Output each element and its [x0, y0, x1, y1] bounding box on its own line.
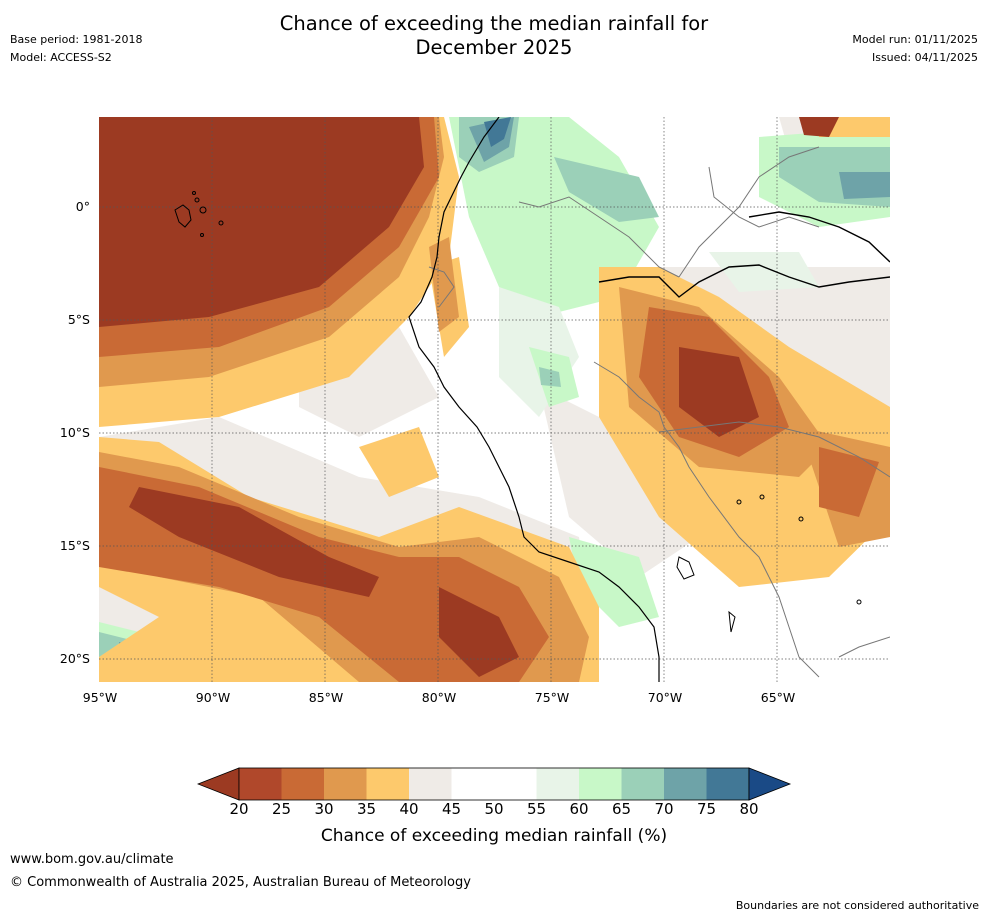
dry-region-very-strong	[99, 117, 839, 677]
colorbar-tick-label: 60	[569, 800, 589, 818]
colorbar-bin	[664, 768, 707, 800]
base-period-text: Base period: 1981-2018	[10, 33, 143, 46]
copyright-text: © Commonwealth of Australia 2025, Austra…	[10, 875, 471, 890]
colorbar-bin	[324, 768, 367, 800]
colorbar-tick-label: 80	[739, 800, 759, 818]
lakes	[676, 494, 862, 633]
colorbar	[197, 767, 792, 801]
colorbar-tick-label: 20	[229, 800, 249, 818]
colorbar-bin	[579, 768, 622, 800]
lon-tick: 75°W	[534, 690, 570, 705]
map-title: Chance of exceeding the median rainfall …	[0, 12, 988, 60]
lon-tick: 90°W	[195, 690, 231, 705]
coastline	[408, 117, 660, 682]
colorbar-bin	[239, 768, 282, 800]
lat-tick: 0°	[75, 199, 90, 214]
river-lines	[598, 211, 890, 298]
graticule	[99, 117, 890, 682]
colorbar-bin	[706, 768, 749, 800]
colorbar-tick-label: 50	[484, 800, 504, 818]
lon-tick: 95°W	[82, 690, 118, 705]
map-title-line1: Chance of exceeding the median rainfall …	[279, 12, 709, 35]
model-text: Model: ACCESS-S2	[10, 51, 112, 64]
colorbar-bin	[494, 768, 537, 800]
colorbar-tick-label: 30	[314, 800, 334, 818]
colorbar-tick-label: 65	[611, 800, 632, 818]
colorbar-extend-low	[197, 767, 240, 801]
lat-tick: 5°S	[67, 312, 90, 327]
website-text: www.bom.gov.au/climate	[10, 852, 174, 867]
disclaimer-text: Boundaries are not considered authoritat…	[735, 899, 979, 912]
colorbar-tick-label: 40	[399, 800, 419, 818]
colorbar-bin	[409, 768, 452, 800]
lat-tick: 10°S	[59, 425, 90, 440]
lat-tick: 20°S	[59, 651, 90, 666]
rainfall-probability-map	[99, 117, 890, 682]
colorbar-extend-high	[748, 767, 792, 801]
issued-text: Issued: 04/11/2025	[871, 51, 978, 64]
country-borders	[428, 146, 890, 678]
colorbar-bin	[536, 768, 579, 800]
model-run-text: Model run: 01/11/2025	[852, 33, 978, 46]
colorbar-tick-label: 45	[441, 800, 462, 818]
colorbar-tick-label: 70	[654, 800, 674, 818]
colorbar-bin	[621, 768, 664, 800]
map-title-line2: December 2025	[415, 36, 573, 59]
colorbar-bin	[451, 768, 494, 800]
colorbar-tick-label: 55	[526, 800, 547, 818]
colorbar-bin	[366, 768, 409, 800]
lon-tick: 65°W	[760, 690, 796, 705]
lat-tick: 15°S	[59, 538, 90, 553]
colorbar-tick-label: 35	[356, 800, 377, 818]
lon-tick: 70°W	[647, 690, 683, 705]
colorbar-label: Chance of exceeding median rainfall (%)	[320, 826, 668, 846]
lon-tick: 80°W	[421, 690, 457, 705]
lon-tick: 85°W	[308, 690, 344, 705]
colorbar-tick-label: 75	[696, 800, 717, 818]
colorbar-tick-label: 25	[271, 800, 292, 818]
colorbar-bin	[281, 768, 324, 800]
galapagos-islands	[174, 191, 224, 237]
